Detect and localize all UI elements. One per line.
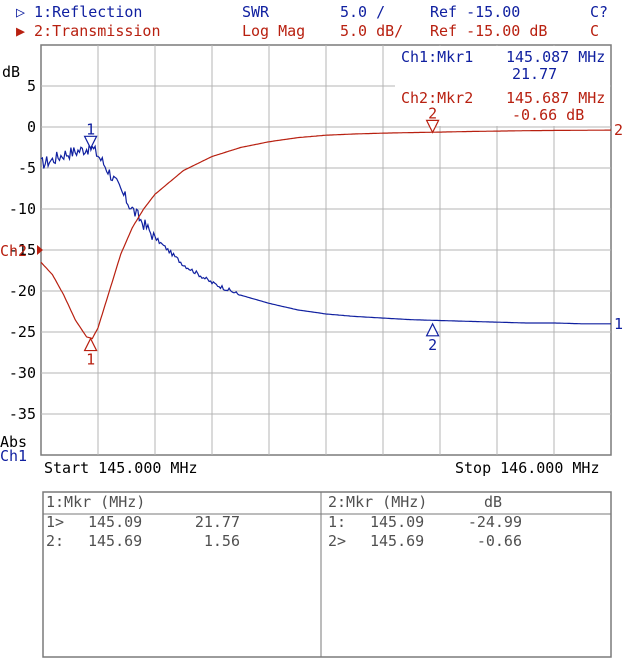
ch2-table-header: 2:Mkr (MHz): [328, 493, 427, 511]
ch1-marker-frequency: 145.087 MHz: [506, 48, 605, 66]
marker-triangle-icon[interactable]: [83, 135, 98, 150]
y-tick-label: -5: [18, 159, 36, 177]
ch2-label[interactable]: ▶ 2:Transmission: [16, 22, 161, 40]
trace-1: [40, 141, 611, 325]
header: ▷ 1:Reflection SWR 5.0 / Ref -15.00 C? ▶…: [16, 3, 608, 40]
ch2-marker-value: -0.66 dB: [512, 106, 584, 124]
ch1-row1-id: 1>: [46, 513, 64, 531]
y-tick-label: -25: [9, 323, 36, 341]
ch2-row1-id: 1:: [328, 513, 346, 531]
ch1-format: SWR: [242, 3, 270, 21]
marker-label: 2: [428, 104, 437, 122]
ch2-scale: 5.0 dB/: [340, 22, 403, 40]
trace-2: [40, 129, 611, 340]
y-tick-label: -35: [9, 405, 36, 423]
marker-label: 1: [86, 351, 95, 369]
marker-label: 1: [86, 120, 95, 138]
ch1-label[interactable]: ▷ 1:Reflection: [16, 3, 142, 21]
y-unit-label: dB: [2, 63, 20, 81]
start-frequency: Start 145.000 MHz: [44, 459, 198, 477]
ch1-reference: Ref -15.00: [430, 3, 520, 21]
ch2-row2-freq: 145.69: [370, 532, 424, 550]
ch2-row1-value: -24.99: [468, 513, 522, 531]
ch2-row2-value: -0.66: [477, 532, 522, 550]
ch1-row2-id: 2:: [46, 532, 64, 550]
y-tick-label: -30: [9, 364, 36, 382]
ch1-row1-value: 21.77: [195, 513, 240, 531]
ch2-marker-frequency: 145.687 MHz: [506, 89, 605, 107]
ch1-row2-value: 1.56: [204, 532, 240, 550]
y-tick-label: 0: [27, 118, 36, 136]
ch2-status: C: [590, 22, 599, 40]
marker-triangle-icon[interactable]: [83, 337, 98, 352]
markers: 1 2 1 2: [83, 104, 440, 369]
ch2-reference: Ref -15.00 dB: [430, 22, 547, 40]
ch1-marker-label: Ch1:Mkr1: [401, 48, 473, 66]
ch2-marker-label: Ch2:Mkr2: [401, 89, 473, 107]
marker-readout: Ch1:Mkr1 145.087 MHz 21.77 Ch2:Mkr2 145.…: [395, 46, 610, 126]
ch2-table-unit: dB: [484, 493, 502, 511]
marker-triangle-icon[interactable]: [425, 119, 440, 134]
ch1-scale: 5.0 /: [340, 3, 385, 21]
ch1-marker-value: 21.77: [512, 65, 557, 83]
traces: 12: [40, 121, 623, 340]
trace-end-label: 1: [614, 315, 623, 333]
marker-triangle-icon[interactable]: [425, 322, 440, 337]
marker-readout-bg: [395, 46, 610, 126]
ch1-table-header: 1:Mkr (MHz): [46, 493, 145, 511]
y-tick-label: -20: [9, 282, 36, 300]
marker-label: 2: [428, 336, 437, 354]
trace-end-label: 2: [614, 121, 623, 139]
ch2-reference-label: Ch2: [0, 242, 27, 260]
y-tick-label: 5: [27, 77, 36, 95]
stop-frequency: Stop 146.000 MHz: [455, 459, 600, 477]
ch1-reference-label: Ch1: [0, 447, 27, 465]
ch1-status: C?: [590, 3, 608, 21]
marker-table: 1:Mkr (MHz) 1> 145.09 21.77 2: 145.69 1.…: [42, 491, 612, 658]
y-tick-label: -10: [9, 200, 36, 218]
ch2-row1-freq: 145.09: [370, 513, 424, 531]
marker-table-frame: [42, 491, 612, 658]
y-axis: dB 5 0 -5 -10 -15 -20 -25 -30 -35 Ch2 Abs Ch1: [0, 63, 43, 465]
ch2-reference-arrow-icon: [37, 245, 43, 255]
ch1-row1-freq: 145.09: [88, 513, 142, 531]
ch2-row2-id: 2>: [328, 532, 346, 550]
abs-label: Abs: [0, 433, 27, 451]
y-tick-label: -15: [9, 241, 36, 259]
ch1-row2-freq: 145.69: [88, 532, 142, 550]
ch2-format: Log Mag: [242, 22, 305, 40]
